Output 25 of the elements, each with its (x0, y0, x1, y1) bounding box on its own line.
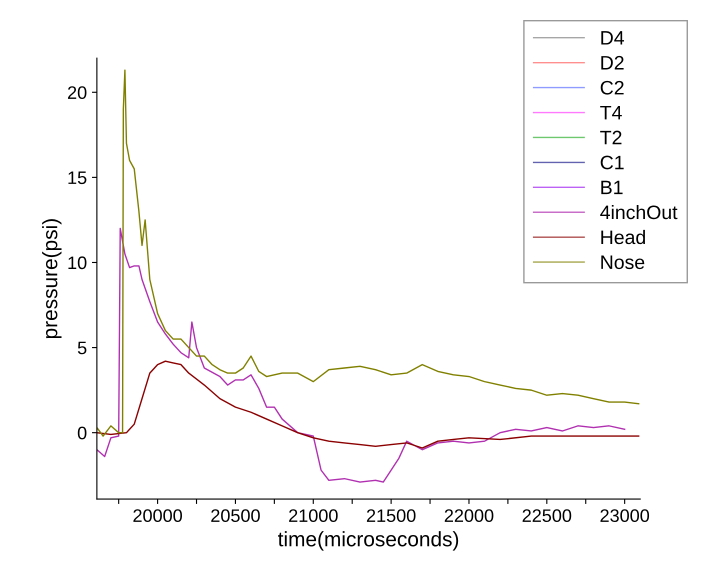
x-tick-label: 21000 (289, 509, 338, 522)
y-tick-label: 5 (78, 342, 86, 354)
y-tick-label: 20 (68, 86, 86, 99)
x-tick-label: 20500 (211, 509, 260, 522)
legend-label: D2 (601, 56, 624, 70)
legend-label: T2 (600, 130, 622, 144)
x-axis-title: time(microseconds) (278, 531, 458, 551)
x-tick-label: 21500 (366, 509, 416, 522)
legend-label: Head (601, 230, 645, 244)
legend-label: B1 (601, 180, 623, 194)
line-series (96, 360, 640, 449)
x-tick-label: 22000 (444, 509, 494, 522)
legend-label: C1 (600, 156, 624, 170)
legend-label: T4 (600, 106, 622, 120)
x-tick-label: 23000 (600, 509, 650, 522)
y-tick-label: 0 (78, 426, 86, 440)
x-tick-label: 20000 (133, 509, 182, 522)
legend-label: Nose (601, 256, 644, 270)
legend-label: C2 (600, 80, 624, 95)
x-tick-label: 22500 (522, 509, 572, 522)
y-tick-label: 10 (68, 256, 86, 270)
y-tick-label: 15 (68, 172, 86, 184)
y-axis-title: pressure(psi) (42, 219, 62, 338)
legend-label: D4 (601, 31, 624, 45)
legend-label: 4inchOut (600, 204, 678, 220)
